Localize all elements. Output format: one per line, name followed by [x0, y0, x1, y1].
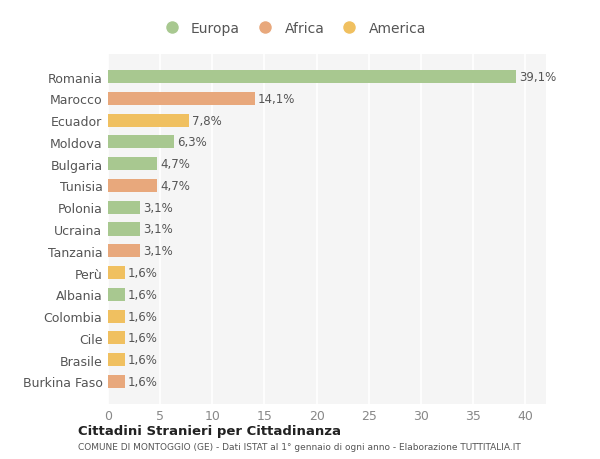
Text: 6,3%: 6,3% [177, 136, 206, 149]
Bar [108, 353, 125, 366]
Text: 1,6%: 1,6% [128, 375, 158, 388]
Text: 1,6%: 1,6% [128, 310, 158, 323]
Text: 1,6%: 1,6% [128, 353, 158, 366]
Bar [108, 245, 140, 258]
Text: 39,1%: 39,1% [519, 71, 556, 84]
Legend: Europa, Africa, America: Europa, Africa, America [152, 17, 432, 42]
Text: 3,1%: 3,1% [143, 245, 173, 257]
Text: COMUNE DI MONTOGGIO (GE) - Dati ISTAT al 1° gennaio di ogni anno - Elaborazione : COMUNE DI MONTOGGIO (GE) - Dati ISTAT al… [78, 442, 521, 451]
Text: 14,1%: 14,1% [258, 93, 296, 106]
Text: 3,1%: 3,1% [143, 202, 173, 214]
Bar [108, 331, 125, 345]
Bar [108, 223, 140, 236]
Text: 1,6%: 1,6% [128, 267, 158, 280]
Text: 1,6%: 1,6% [128, 331, 158, 345]
Bar [108, 310, 125, 323]
Bar [108, 114, 190, 128]
Bar [108, 136, 174, 149]
Text: 4,7%: 4,7% [160, 158, 190, 171]
Bar [108, 93, 255, 106]
Bar [108, 158, 157, 171]
Text: 1,6%: 1,6% [128, 288, 158, 301]
Text: 4,7%: 4,7% [160, 179, 190, 192]
Text: 3,1%: 3,1% [143, 223, 173, 236]
Text: Cittadini Stranieri per Cittadinanza: Cittadini Stranieri per Cittadinanza [78, 424, 341, 437]
Bar [108, 179, 157, 193]
Bar [108, 201, 140, 214]
Bar [108, 266, 125, 280]
Text: 7,8%: 7,8% [193, 114, 222, 128]
Bar [108, 71, 516, 84]
Bar [108, 288, 125, 301]
Bar [108, 375, 125, 388]
